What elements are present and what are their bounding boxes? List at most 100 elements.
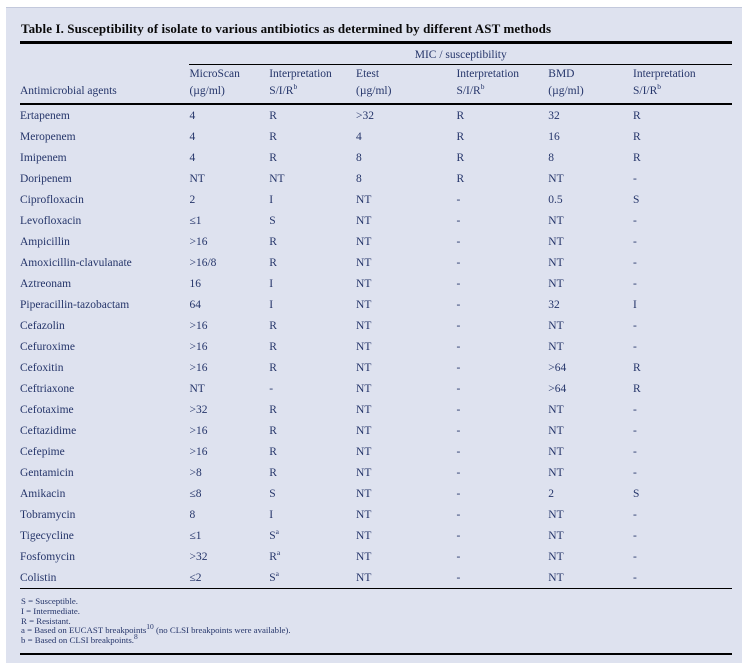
value-cell: ≤1 — [189, 214, 202, 227]
column-header-line2: (µg/ml) — [548, 85, 584, 97]
value-cell: 32 — [548, 298, 560, 311]
value-cell: ≤2 — [189, 571, 202, 584]
table-row: Tobramycin 8 I NT - NT - — [20, 504, 732, 525]
table-head: MIC / susceptibility Antimicrobial agent… — [20, 44, 732, 105]
value-cell: R — [633, 361, 641, 374]
value-cell: I — [269, 193, 274, 206]
value-cell: >16 — [189, 340, 208, 353]
column-header-line2: (µg/ml) — [189, 85, 225, 97]
value-cell: NT — [548, 445, 564, 458]
value-cell: I — [269, 277, 274, 290]
table-row: Cefepime >16 R NT - NT - — [20, 441, 732, 462]
value-cell: - — [633, 340, 637, 353]
table-title: Table I. Susceptibility of isolate to va… — [21, 21, 552, 36]
group-header-row: MIC / susceptibility — [20, 44, 732, 65]
value-cell: R — [269, 130, 277, 143]
value-cell: NT — [548, 466, 564, 479]
value-cell: >32 — [356, 109, 375, 122]
value-cell: 0.5 — [548, 193, 563, 206]
footnote-line: S = Susceptible. — [21, 596, 79, 606]
superscript: b — [293, 82, 298, 92]
value-cell: - — [456, 319, 461, 332]
value-cell: - — [456, 487, 461, 500]
agent-name-cell: Cefepime — [20, 445, 65, 458]
footnote-line: R = Resistant. — [21, 615, 71, 626]
value-cell: S — [633, 193, 640, 206]
value-cell: R — [269, 109, 277, 122]
column-header: BMD (µg/ml) — [548, 64, 633, 105]
value-cell: NT — [189, 382, 205, 395]
value-cell: 32 — [548, 109, 560, 122]
column-header-line1: Interpretation — [456, 68, 520, 80]
value-cell: R — [269, 466, 277, 479]
superscript: a — [275, 568, 279, 578]
column-header-line1: Etest — [356, 68, 380, 80]
agent-name-cell: Cefuroxime — [20, 340, 75, 353]
table-row: Aztreonam 16 I NT - NT - — [20, 273, 732, 294]
value-cell: - — [456, 214, 461, 227]
footnote-line: I = Intermediate. — [21, 605, 80, 616]
value-cell: - — [633, 172, 637, 185]
value-cell: - — [456, 256, 461, 269]
value-cell: NT — [356, 508, 372, 521]
value-cell: R — [633, 382, 641, 395]
value-cell: NT — [356, 445, 372, 458]
value-cell: - — [456, 193, 461, 206]
value-cell: - — [456, 424, 461, 437]
value-cell: >32 — [189, 403, 208, 416]
value-cell: Ra — [269, 547, 281, 563]
value-cell: S — [269, 487, 276, 500]
agent-name-cell: Ceftazidime — [20, 424, 77, 437]
value-cell: 2 — [189, 193, 196, 206]
value-cell: ≤8 — [189, 487, 202, 500]
table-row: Tigecycline ≤1 Sa NT - NT - — [20, 525, 732, 546]
agent-name-cell: Amikacin — [20, 487, 66, 500]
table-row: Gentamicin >8 R NT - NT - — [20, 462, 732, 483]
value-cell: 64 — [189, 298, 201, 311]
agent-name-cell: Piperacillin-tazobactam — [20, 298, 130, 311]
value-cell: NT — [356, 571, 372, 584]
value-cell: R — [633, 109, 641, 122]
value-cell: NT — [548, 340, 564, 353]
value-cell: >64 — [548, 361, 567, 374]
value-cell: NT — [548, 550, 564, 563]
table-row: Doripenem NT NT 8 R NT - — [20, 168, 732, 189]
value-cell: - — [456, 550, 461, 563]
value-cell: >16/8 — [189, 256, 217, 269]
column-header-line2: S/I/Rb — [269, 82, 298, 97]
table-content: Table I. Susceptibility of isolate to va… — [20, 8, 732, 655]
table-row: Ceftazidime >16 R NT - NT - — [20, 420, 732, 441]
value-cell: NT — [548, 403, 564, 416]
value-cell: - — [456, 445, 461, 458]
agent-name-cell: Gentamicin — [20, 466, 74, 479]
agent-name-cell: Cefotaxime — [20, 403, 74, 416]
column-header-line1: MicroScan — [189, 68, 240, 80]
value-cell: 8 — [356, 172, 362, 185]
value-cell: - — [456, 508, 461, 521]
agent-name-cell: Levofloxacin — [20, 214, 82, 227]
value-cell: - — [633, 508, 637, 521]
value-cell: NT — [356, 529, 372, 542]
table-row: Cefuroxime >16 R NT - NT - — [20, 336, 732, 357]
value-cell: - — [456, 571, 461, 584]
value-cell: R — [269, 235, 277, 248]
value-cell: - — [633, 277, 637, 290]
value-cell: NT — [548, 214, 564, 227]
value-cell: >16 — [189, 445, 208, 458]
value-cell: - — [633, 550, 637, 563]
value-cell: Sa — [269, 568, 279, 584]
column-header: Interpretation S/I/Rb — [633, 64, 732, 105]
column-header-line1: BMD — [548, 68, 575, 80]
column-header-line1: Interpretation — [633, 68, 696, 80]
value-cell: 4 — [189, 109, 196, 122]
value-cell: - — [456, 529, 461, 542]
value-cell: R — [269, 256, 277, 269]
value-cell: >64 — [548, 382, 567, 395]
value-cell: R — [269, 445, 277, 458]
superscript: a — [275, 526, 279, 536]
agent-name-cell: Meropenem — [20, 130, 76, 143]
value-cell: 16 — [548, 130, 560, 143]
value-cell: S — [269, 214, 276, 227]
table-row: Cefotaxime >32 R NT - NT - — [20, 399, 732, 420]
agent-name-cell: Ceftriaxone — [20, 382, 75, 395]
